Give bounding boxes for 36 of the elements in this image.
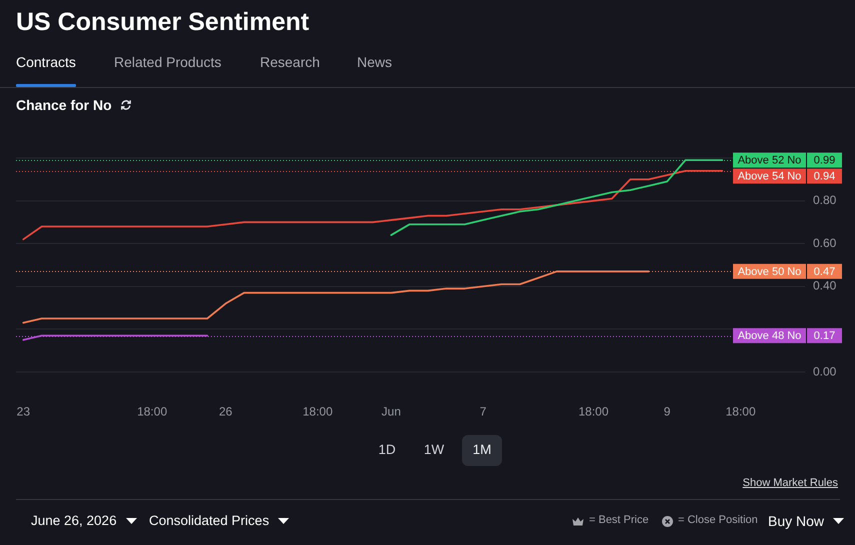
ref-line-label: 0.94 — [814, 170, 836, 183]
x-tick-label: 23 — [16, 404, 30, 419]
ref-line-label: 0.17 — [814, 330, 836, 342]
y-tick-label: 0.60 — [813, 236, 837, 250]
y-tick-label: 0.80 — [813, 193, 837, 208]
x-tick-label: 9 — [664, 404, 671, 419]
text: = Close Position — [678, 514, 758, 528]
x-tick-label: 7 — [480, 404, 487, 419]
legend-label: Above 50 No — [738, 266, 802, 278]
x-tick-label: 18:00 — [726, 404, 756, 419]
text: Related Products — [114, 54, 222, 70]
text: = Best Price — [589, 514, 649, 528]
chart-title: US Consumer Sentiment — [16, 7, 310, 37]
text: Buy Now — [768, 512, 824, 530]
legend-label: Above 54 No — [738, 170, 802, 183]
text: 1D — [378, 442, 396, 458]
legend-label: Above 52 No — [738, 154, 802, 167]
x-tick-label: Jun — [382, 404, 401, 419]
x-tick-label: 26 — [218, 404, 233, 419]
text: Consolidated Prices — [149, 512, 270, 530]
chart-subtitle: Chance for No — [16, 96, 112, 114]
text: News — [357, 54, 392, 70]
text: 1M — [472, 442, 492, 458]
ref-line-label: 0.47 — [814, 266, 836, 278]
text: 1W — [424, 442, 444, 458]
x-tick-label: 18:00 — [578, 404, 609, 419]
y-tick-label: 0.00 — [813, 364, 837, 378]
x-tick-label: 18:00 — [302, 404, 333, 419]
text: Research — [260, 54, 320, 70]
x-tick-label: 18:00 — [137, 404, 168, 419]
text: Contracts — [16, 54, 76, 70]
text: June 26, 2026 — [31, 512, 117, 530]
ref-line-label: 0.99 — [814, 154, 836, 167]
y-tick-label: 0.40 — [813, 278, 837, 293]
text: Show Market Rules — [742, 477, 838, 491]
legend-label: Above 48 No — [738, 330, 802, 342]
